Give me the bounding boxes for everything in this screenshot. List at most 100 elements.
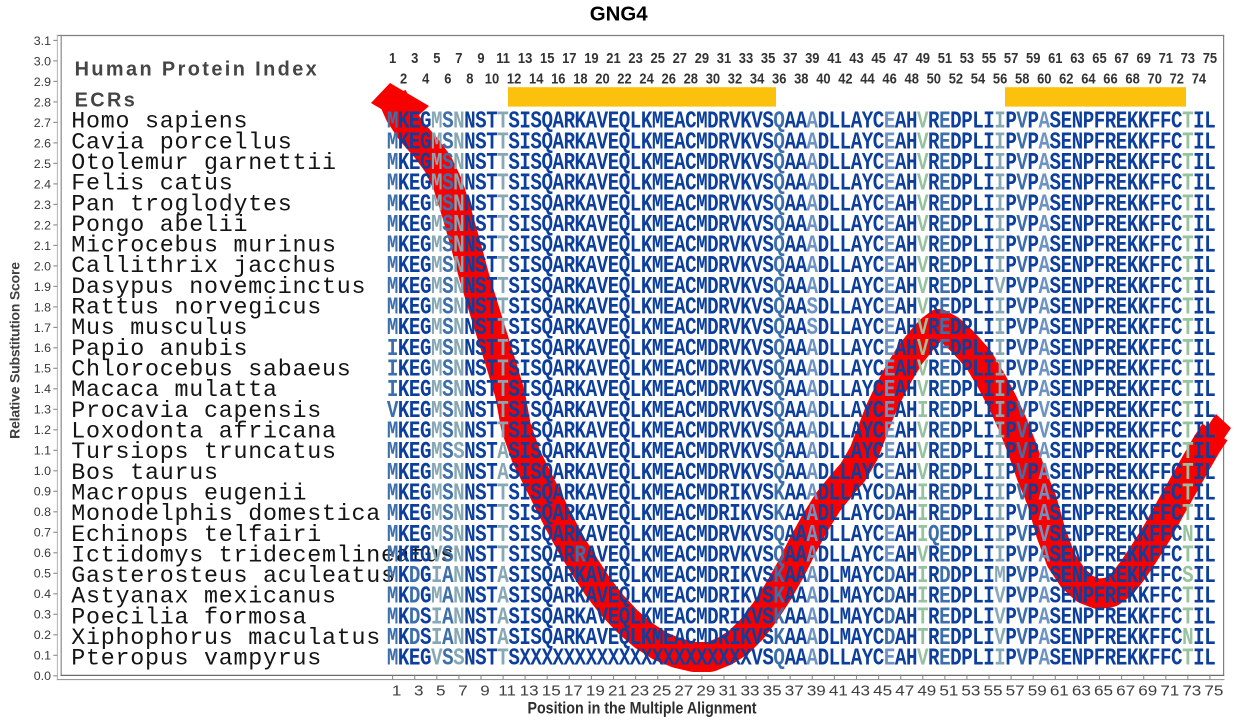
svg-text:1.1: 1.1	[34, 444, 51, 458]
svg-text:59: 59	[1026, 49, 1041, 66]
svg-text:17: 17	[564, 682, 583, 699]
svg-text:Microcebus murinus: Microcebus murinus	[71, 234, 337, 260]
svg-text:61: 61	[1050, 682, 1069, 699]
svg-text:14: 14	[529, 69, 544, 86]
svg-text:19: 19	[586, 682, 605, 699]
svg-text:61: 61	[1048, 49, 1063, 66]
svg-text:Rattus norvegicus: Rattus norvegicus	[71, 296, 322, 322]
svg-text:35: 35	[763, 682, 782, 699]
svg-text:0.1: 0.1	[34, 649, 51, 663]
svg-text:MKDSIANNSTASISQARKAVEQLKMEACMD: MKDSIANNSTASISQARKAVEQLKMEACMDRIKVSKAAAD…	[387, 603, 1216, 631]
svg-text:0.7: 0.7	[34, 526, 51, 540]
svg-text:7: 7	[458, 682, 468, 699]
svg-text:2.4: 2.4	[34, 177, 51, 191]
svg-text:4: 4	[422, 69, 429, 86]
svg-text:64: 64	[1081, 69, 1096, 86]
svg-text:Dasypus novemcinctus: Dasypus novemcinctus	[71, 275, 366, 301]
svg-text:MKEGMSNNSTTSISQARKAVEQLKMEACMD: MKEGMSNNSTTSISQARKAVEQLKMEACMDRVKVSQAAAD…	[387, 190, 1216, 218]
svg-text:MKEGMSNNSTTSISQARKAVEQLKMEACMD: MKEGMSNNSTTSISQARKAVEQLKMEACMDRVKVSQAAAD…	[387, 252, 1216, 280]
svg-text:9: 9	[480, 682, 490, 699]
svg-text:2.2: 2.2	[34, 218, 51, 232]
svg-text:MKEGMSNNSTTSISQARKAVEQLKMEACMD: MKEGMSNNSTTSISQARKAVEQLKMEACMDRVKVSQAAAD…	[387, 211, 1216, 239]
svg-text:55: 55	[984, 682, 1003, 699]
svg-text:72: 72	[1170, 69, 1185, 86]
svg-text:63: 63	[1070, 49, 1085, 66]
svg-text:Pteropus vampyrus: Pteropus vampyrus	[71, 647, 322, 673]
svg-text:65: 65	[1092, 49, 1107, 66]
svg-text:35: 35	[761, 49, 776, 66]
svg-text:46: 46	[882, 69, 897, 86]
svg-text:Chlorocebus sabaeus: Chlorocebus sabaeus	[71, 358, 351, 384]
svg-text:34: 34	[750, 69, 765, 86]
svg-text:6: 6	[444, 69, 451, 86]
svg-text:47: 47	[895, 682, 914, 699]
svg-text:2.0: 2.0	[34, 259, 51, 273]
svg-text:11: 11	[496, 49, 510, 66]
svg-text:7: 7	[455, 49, 462, 66]
svg-text:5: 5	[436, 682, 446, 699]
svg-text:Otolemur garnettii: Otolemur garnettii	[71, 151, 337, 177]
svg-text:58: 58	[1015, 69, 1030, 86]
svg-text:69: 69	[1138, 682, 1157, 699]
svg-text:38: 38	[794, 69, 809, 86]
svg-text:54: 54	[971, 69, 986, 86]
svg-text:MKDSIANNSTASISQARKAVEQLKMEACMD: MKDSIANNSTASISQARKAVEQLKMEACMDRIKVSKAAAD…	[387, 624, 1216, 652]
svg-text:70: 70	[1148, 69, 1163, 86]
svg-text:Callithrix jacchus: Callithrix jacchus	[71, 254, 337, 280]
svg-text:8: 8	[466, 69, 473, 86]
svg-text:2.1: 2.1	[34, 239, 51, 253]
svg-text:47: 47	[894, 49, 909, 66]
svg-text:1.7: 1.7	[34, 321, 51, 335]
svg-text:MKEGMSNNSTTSISQARKAVEQLKMEACMD: MKEGMSNNSTTSISQARKAVEQLKMEACMDRVKVSQAASD…	[387, 294, 1216, 322]
svg-text:2: 2	[400, 69, 407, 86]
svg-text:Tursiops truncatus: Tursiops truncatus	[71, 440, 337, 466]
svg-text:39: 39	[807, 682, 826, 699]
svg-text:0.4: 0.4	[34, 587, 51, 601]
svg-text:42: 42	[838, 69, 853, 86]
svg-text:41: 41	[827, 49, 842, 66]
svg-text:52: 52	[949, 69, 964, 86]
svg-text:30: 30	[706, 69, 721, 86]
svg-text:3.1: 3.1	[34, 34, 51, 48]
svg-text:Macaca mulatta: Macaca mulatta	[71, 378, 277, 404]
svg-text:75: 75	[1203, 49, 1218, 66]
svg-text:57: 57	[1006, 682, 1025, 699]
svg-text:3.0: 3.0	[34, 54, 51, 68]
svg-text:Relative Substitution Score: Relative Substitution Score	[7, 262, 23, 439]
svg-text:45: 45	[873, 682, 892, 699]
svg-text:18: 18	[573, 69, 588, 86]
svg-text:0.8: 0.8	[34, 505, 51, 519]
svg-text:Procavia capensis: Procavia capensis	[71, 399, 322, 425]
svg-text:MKEGMSNNSTTSISQARKAVEQLKMEACMD: MKEGMSNNSTTSISQARKAVEQLKMEACMDRIKVSKAAAD…	[387, 500, 1216, 528]
svg-text:32: 32	[728, 69, 743, 86]
svg-text:71: 71	[1160, 682, 1179, 699]
svg-text:Pongo abelii: Pongo abelii	[71, 213, 248, 239]
svg-text:0.9: 0.9	[34, 485, 51, 499]
svg-text:11: 11	[498, 682, 516, 699]
svg-text:25: 25	[651, 49, 666, 66]
svg-text:MKEGMSNNSTTSISQARKAVEQLKMEACMD: MKEGMSNNSTTSISQARKAVEQLKMEACMDRVKVSQAAAD…	[387, 521, 1216, 549]
svg-text:0.5: 0.5	[34, 567, 51, 581]
svg-text:IKEGMSNNSTTSISQARKAVEQLKMEACMD: IKEGMSNNSTTSISQARKAVEQLKMEACMDRVKVSQAAAD…	[387, 356, 1216, 384]
svg-text:9: 9	[477, 49, 484, 66]
svg-text:IKEGMSNNSTTSISQARKAVEQLKMEACMD: IKEGMSNNSTTSISQARKAVEQLKMEACMDRVKVSQAAAD…	[387, 376, 1216, 404]
svg-text:3: 3	[411, 49, 418, 66]
svg-text:29: 29	[696, 682, 715, 699]
svg-text:40: 40	[816, 69, 831, 86]
svg-text:53: 53	[960, 49, 975, 66]
svg-text:1: 1	[392, 682, 402, 699]
svg-text:62: 62	[1059, 69, 1074, 86]
svg-text:1.2: 1.2	[34, 423, 51, 437]
svg-text:63: 63	[1072, 682, 1091, 699]
svg-text:Papio anubis: Papio anubis	[71, 337, 248, 363]
svg-text:27: 27	[674, 682, 693, 699]
svg-text:74: 74	[1192, 69, 1207, 86]
svg-text:51: 51	[939, 682, 958, 699]
svg-text:69: 69	[1137, 49, 1152, 66]
svg-text:27: 27	[673, 49, 688, 66]
svg-text:MKEGMSNNSTTSISQARKAVEQLKMEACMD: MKEGMSNNSTTSISQARKAVEQLKMEACMDRVKVSQAAAD…	[387, 232, 1216, 260]
svg-text:Echinops telfairi: Echinops telfairi	[71, 523, 322, 549]
svg-text:MKEGMSNNSTTSISQARKAVEQLKMEACMD: MKEGMSNNSTTSISQARKAVEQLKMEACMDRVKVSQAAAD…	[387, 170, 1216, 198]
svg-text:MKEGMSNNSTTSISQARKAVEQLKMEACMD: MKEGMSNNSTTSISQARKAVEQLKMEACMDRVKVSQAAAD…	[387, 128, 1216, 156]
svg-text:26: 26	[662, 69, 677, 86]
